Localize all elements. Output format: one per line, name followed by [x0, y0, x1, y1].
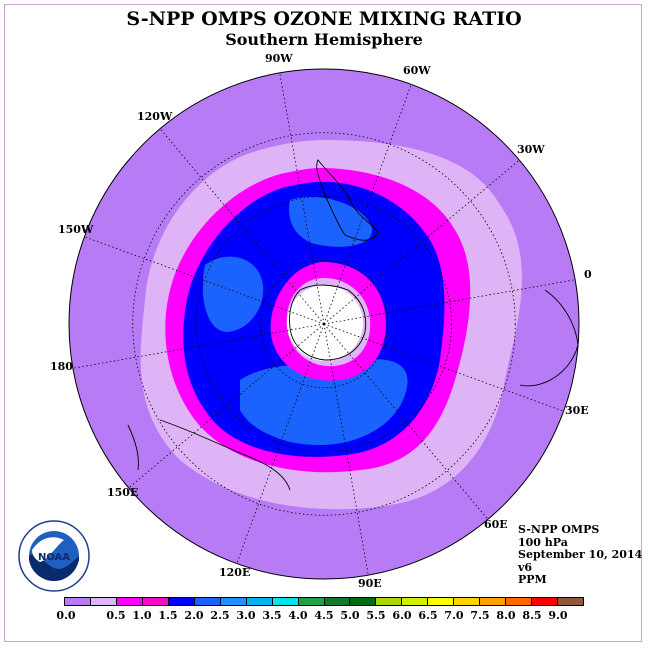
colorbar-tick-label: 1.0	[132, 609, 152, 622]
colorbar-tick-label: 5.0	[340, 609, 360, 622]
info-units: PPM	[518, 573, 547, 586]
svg-text:NOAA: NOAA	[38, 552, 70, 563]
colorbar-segment	[532, 598, 559, 605]
figure-frame	[4, 4, 642, 642]
meridian-line	[323, 323, 369, 576]
coastlines	[127, 159, 579, 491]
lon-label-150w: 150W	[58, 223, 94, 236]
colorbar-tick-label: 4.0	[288, 609, 308, 622]
colorbar-tick-label: 3.5	[262, 609, 282, 622]
colorbar-tick-label: 6.0	[392, 609, 412, 622]
colorbar-tick-label: 7.5	[470, 609, 490, 622]
lon-label-60w: 60W	[403, 64, 431, 77]
lon-label-120w: 120W	[137, 110, 173, 123]
colorbar-segment	[220, 598, 247, 605]
colorbar-segment	[350, 598, 377, 605]
colorbar-tick-label: 0.5	[106, 609, 126, 622]
lon-label-90e: 90E	[358, 577, 382, 590]
map-subtitle: Southern Hemisphere	[225, 30, 423, 49]
meridian-line	[323, 84, 412, 325]
meridian-line	[323, 323, 564, 412]
map-title: S-NPP OMPS OZONE MIXING RATIO	[126, 8, 522, 30]
colorbar-tick-label: 3.0	[236, 609, 256, 622]
meridian-line	[72, 323, 325, 369]
colorbar-segment	[90, 598, 117, 605]
antarctica-coast	[289, 284, 367, 361]
colorbar-segment	[324, 598, 351, 605]
new-zealand-coast	[127, 424, 139, 471]
south-america-coast	[316, 159, 379, 241]
colorbar-ticks: 0.0 0.5 1.0 1.5 2.0 2.5 3.0 3.5 4.0 4.5 5.0 5.5 6.0 6…	[56, 609, 584, 623]
lon-label-60e: 60E	[484, 518, 508, 531]
lon-label-0: 0	[584, 268, 592, 281]
noaa-logo: NOAA	[18, 520, 90, 592]
product-info: S-NPP OMPS 100 hPa September 10, 2014 v6…	[518, 523, 643, 587]
lon-label-150e: 150E	[107, 486, 139, 499]
meridian-line	[323, 323, 489, 520]
colorbar-segment	[194, 598, 221, 605]
map-boundary	[68, 68, 580, 580]
colorbar-segment	[454, 598, 481, 605]
info-instrument: S-NPP OMPS	[518, 523, 600, 536]
mid-blue-patch-west	[202, 256, 264, 333]
colorbar-segment	[428, 598, 455, 605]
info-pressure: 100 hPa	[518, 535, 568, 549]
colorbar-tick-label: 1.5	[158, 609, 178, 622]
colorbar-segment	[65, 598, 91, 605]
colorbar-segment	[298, 598, 325, 605]
colorbar-segment	[272, 598, 299, 605]
meridian-line	[236, 323, 325, 564]
colorbar-tick-label: 7.0	[444, 609, 464, 622]
colorbar-segment	[168, 598, 195, 605]
colorbar-segment	[480, 598, 507, 605]
colorbar-tick-label: 2.5	[210, 609, 230, 622]
meridian-line	[323, 279, 576, 325]
meridian-line	[279, 72, 325, 325]
lon-label-30e: 30E	[565, 404, 589, 417]
colorbar	[64, 597, 584, 606]
lon-label-120e: 120E	[219, 566, 251, 579]
meridian-line	[84, 236, 325, 325]
meridian-line	[128, 323, 325, 489]
colorbar-segment	[558, 598, 584, 605]
colorbar-tick-label: 2.0	[184, 609, 204, 622]
colorbar-tick-label: 5.5	[366, 609, 386, 622]
mid-blue-patch-north	[289, 196, 373, 247]
colorbar-segment	[376, 598, 403, 605]
colorbar-tick-label: 6.5	[418, 609, 438, 622]
latitude-circle	[196, 196, 452, 452]
colorbar-tick-label: 0.0	[56, 609, 76, 622]
colorbar-segment	[116, 598, 143, 605]
meridian-line	[323, 159, 520, 325]
colorbar-tick-label: 8.0	[496, 609, 516, 622]
info-version: v6	[518, 560, 533, 574]
australia-coast	[159, 419, 291, 491]
colorbar-segment	[506, 598, 533, 605]
colorbar-segment	[142, 598, 169, 605]
colorbar-tick-label: 8.5	[522, 609, 542, 622]
info-date: September 10, 2014	[518, 548, 643, 561]
latitude-circle	[259, 259, 389, 389]
colorbar-tick-label: 4.5	[314, 609, 334, 622]
colorbar-tick-label: 9.0	[548, 609, 568, 622]
colorbar-segment	[246, 598, 273, 605]
meridian-line	[159, 128, 325, 325]
latitude-circle	[132, 132, 516, 516]
mid-blue-patch-south	[240, 359, 408, 446]
lon-label-30w: 30W	[517, 143, 545, 156]
lon-label-180: 180	[50, 360, 73, 373]
graticule	[72, 72, 576, 576]
lon-label-90w: 90W	[265, 52, 293, 65]
colorbar-segment	[402, 598, 429, 605]
